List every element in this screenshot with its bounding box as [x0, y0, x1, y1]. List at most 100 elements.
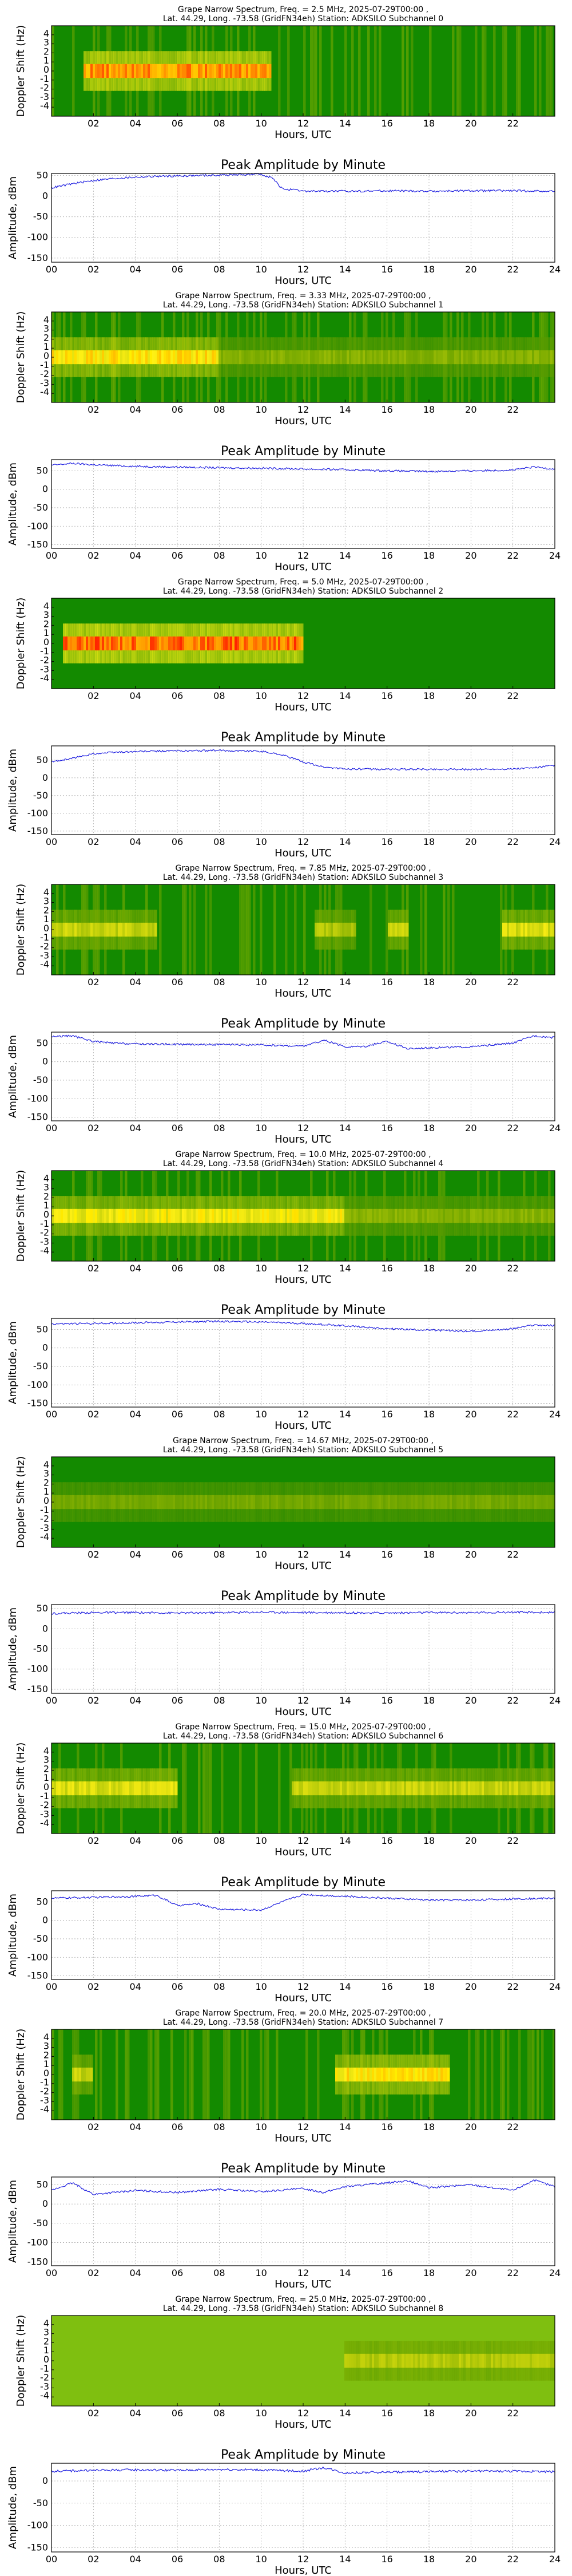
y-tick-label: 50 [37, 1037, 48, 1048]
x-tick-label: 16 [381, 1123, 392, 1133]
spectrum-band-core [90, 2067, 93, 2082]
spectrum-band-core [205, 636, 208, 651]
spectrum-band-core [477, 350, 480, 365]
spectrum-band-core [450, 1208, 452, 1223]
spectrum-title-line2: Lat. 44.29, Long. -73.58 (GridFN34eh) St… [163, 14, 443, 23]
spectrum-band-core [262, 1208, 265, 1223]
spectrum-band-core [77, 1495, 80, 1510]
spectrum-band-core [342, 1781, 345, 1796]
spectrum-band-core [502, 1208, 505, 1223]
x-tick-label: 12 [297, 2408, 309, 2419]
spectrum-band-core [443, 1208, 446, 1223]
spectrum-band-core [488, 1495, 491, 1510]
x-tick-label: 04 [129, 1123, 141, 1133]
spectrum-band-core [120, 350, 123, 365]
spectrum-band-core [495, 2353, 498, 2368]
y-tick-label: 3 [43, 2041, 49, 2052]
spectrum-panel: Grape Narrow Spectrum, Freq. = 2.5 MHz, … [15, 5, 555, 141]
spectrum-band-core [111, 350, 114, 365]
spectrum-band-core [326, 1495, 329, 1510]
spectrum-streak [95, 2029, 98, 2120]
x-tick-label: 20 [465, 404, 476, 415]
x-tick-label: 08 [213, 404, 225, 415]
spectrum-band-core [106, 350, 109, 365]
spectrum-band-core [326, 922, 329, 937]
spectrum-band-core [358, 2067, 361, 2082]
x-tick-label: 22 [507, 1123, 518, 1133]
spectrum-band-core [58, 1208, 61, 1223]
spectrum-band-core [553, 1495, 555, 1510]
x-tick-label: 02 [88, 1549, 99, 1560]
y-tick-label: -4 [40, 1245, 49, 1256]
spectrum-streak [500, 2029, 503, 2120]
spectrum-band-core [454, 2353, 457, 2368]
spectrum-band-core [491, 1208, 494, 1223]
spectrum-band-core [184, 350, 187, 365]
spectrum-band-core [475, 2353, 478, 2368]
spectrum-streak [491, 2029, 494, 2120]
x-tick-label: 06 [172, 1695, 183, 1706]
spectrum-band-core [134, 350, 137, 365]
y-tick-label: -3 [40, 1236, 49, 1247]
spectrum-band-core [168, 1495, 171, 1510]
spectrum-band-core [88, 1781, 91, 1796]
spectrum-band-core [543, 1781, 546, 1796]
spectrum-band-core [248, 636, 251, 651]
spectrum-band-core [514, 1781, 517, 1796]
spectrum-band-core [516, 1208, 519, 1223]
spectrum-band-core [95, 922, 98, 937]
spectrum-band-core [370, 2067, 372, 2082]
spectrum-band-core [546, 922, 549, 937]
y-tick-label: -50 [33, 211, 48, 222]
spectrum-band-core [411, 2353, 414, 2368]
spectrum-band-core [422, 1495, 425, 1510]
spectrum-band-core [326, 1208, 329, 1223]
spectrum-band-core [511, 2353, 514, 2368]
spectrum-band-core [395, 2067, 398, 2082]
spectrum-band-core [111, 636, 114, 651]
spectrum-band-core [193, 636, 196, 651]
spectrum-band-core [418, 350, 420, 365]
spectrum-band-core [138, 350, 141, 365]
spectrum-band-core [262, 1495, 265, 1510]
spectrum-band-core [514, 350, 517, 365]
spectrum-band-core [241, 64, 244, 78]
x-tick-label: 16 [381, 118, 392, 129]
spectrum-title-line1: Grape Narrow Spectrum, Freq. = 2.5 MHz, … [178, 5, 428, 14]
spectrum-band-core [521, 922, 523, 937]
spectrum-band-core [527, 2353, 530, 2368]
spectrum-band-core [456, 2353, 459, 2368]
amplitude-title: Peak Amplitude by Minute [221, 1875, 386, 1890]
spectrum-streak [500, 884, 503, 975]
x-tick-label: 00 [46, 2554, 57, 2565]
y-tick-label: -1 [40, 1218, 49, 1229]
y-axis-label: Doppler Shift (Hz) [15, 1170, 27, 1262]
spectrum-band-core [127, 1781, 130, 1796]
spectrum-band-core [468, 350, 471, 365]
spectrum-band-core [241, 1495, 244, 1510]
spectrum-band-core [287, 350, 290, 365]
spectrum-band-core [381, 1208, 384, 1223]
spectrum-band-core [177, 636, 180, 651]
spectrum-band-core [145, 350, 148, 365]
spectrum-band-core [58, 1495, 61, 1510]
spectrum-streak [331, 26, 333, 116]
spectrum-band-core [106, 1781, 109, 1796]
x-tick-label: 10 [255, 1981, 267, 1992]
spectrum-band-core [129, 636, 132, 651]
spectrum-band-core [84, 636, 86, 651]
spectrum-band-core [207, 64, 210, 78]
spectrum-band-core [292, 636, 295, 651]
spectrum-band-core [145, 922, 148, 937]
spectrum-band-core [370, 1208, 372, 1223]
spectrum-band-core [257, 1208, 260, 1223]
spectrum-title-line1: Grape Narrow Spectrum, Freq. = 15.0 MHz,… [175, 1722, 431, 1732]
spectrum-band-core [505, 922, 507, 937]
spectrum-band-core [223, 636, 226, 651]
spectrum-band-core [141, 1781, 144, 1796]
y-tick-label: 2 [43, 1763, 49, 1774]
x-tick-label: 02 [88, 2554, 99, 2565]
spectrum-band-core [161, 64, 164, 78]
spectrum-band-core [127, 350, 130, 365]
amplitude-series-line [51, 1319, 555, 1333]
